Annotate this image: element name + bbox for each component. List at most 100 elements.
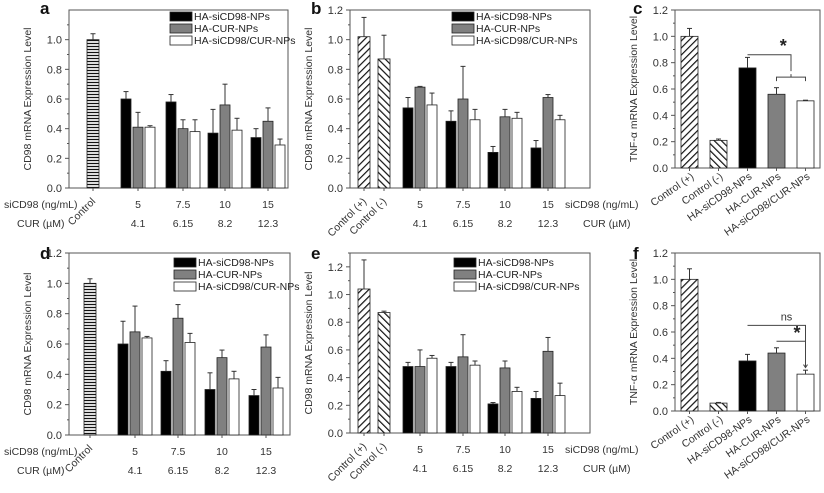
bar-ha-cur-nps: [262, 120, 274, 189]
bar-ha-sicd98-nps: [165, 101, 177, 189]
y-tick-label: 0.8: [47, 64, 62, 76]
bar-ha-sicd98-nps: [204, 389, 216, 436]
panel-label: c: [633, 0, 642, 18]
bar-ha-sicd98-nps: [445, 366, 457, 434]
y-tick-label: 1.0: [47, 35, 62, 47]
panel-label: f: [633, 244, 639, 263]
panel-e: e 0.0 0.2 0.4 0.6 0.8 1.0 1.2 CD98 mRNA Expressi…: [303, 244, 639, 484]
y-tick-label: 0.0: [653, 163, 668, 175]
significance-bracket: [776, 74, 806, 82]
x-category-cur: 4.1: [413, 218, 428, 230]
y-tick-label: 0.0: [47, 430, 62, 442]
x-category-cur: 12.3: [258, 218, 279, 230]
bar-ha-cur-nps: [767, 352, 786, 412]
x-category-sicd98: 10: [499, 199, 511, 211]
bar-ha-cur-nps: [542, 97, 554, 189]
y-tick-label: 0.0: [328, 428, 343, 440]
significance-star: *: [780, 36, 787, 56]
y-axis-label: TNF-α mRNA Expression Level: [628, 16, 640, 162]
y-tick-label: 0.8: [653, 301, 668, 313]
bar-ha-cur-nps: [132, 126, 144, 189]
bar-ha-sicd98-nps: [402, 107, 414, 189]
bar-ha-sicd98-cur-nps: [554, 395, 566, 434]
legend-label: HA-siCD98/CUR-NPs: [476, 35, 578, 47]
bar-ha-cur-nps: [457, 356, 469, 434]
bar-ha-sicd98-cur-nps: [184, 342, 196, 436]
legend-swatch: [451, 35, 475, 46]
y-tick-label: 0.8: [328, 64, 343, 76]
y-axis-label: CD98 mRNA Expression Level: [303, 28, 315, 171]
y-tick-label: 0.4: [47, 124, 62, 136]
bar-ha-sicd98-cur-nps: [511, 391, 523, 434]
panel-d: d 0.0 0.2 0.4 0.6 0.8 1.0 1.2 CD98 mRNA Expressi…: [4, 244, 300, 477]
x-category-cur: 12.3: [256, 465, 277, 477]
significance-ns: ns: [781, 311, 793, 323]
x-category-sicd98: 7.5: [456, 199, 471, 211]
significance-star: *: [793, 323, 800, 343]
y-tick-label: 1.0: [328, 290, 343, 302]
bar-ha-cur-nps: [216, 357, 228, 436]
y-tick-label: 0.6: [328, 94, 343, 106]
y-tick-label: 1.0: [328, 35, 343, 47]
y-tick-label: 0.4: [328, 124, 343, 136]
bar-ha-cur-nps: [414, 86, 426, 189]
x-category-sicd98: 5: [417, 444, 423, 456]
y-tick-label: 0.2: [653, 380, 668, 392]
y-axis-label: TNF-α mRNA Expression Level: [628, 259, 640, 405]
significance-arrow: [803, 364, 808, 369]
panel-label: d: [40, 244, 50, 263]
bar-ha-cur-nps: [767, 93, 786, 169]
bar-ha-cur-nps: [457, 98, 469, 189]
bar-ha-sicd98-cur-nps: [189, 131, 201, 189]
legend-label: HA-CUR-NPs: [194, 23, 258, 35]
y-tick-label: 0.6: [47, 339, 62, 351]
row-label-cur: CUR (µM): [17, 465, 64, 477]
bar-ha-sicd98-nps: [120, 98, 132, 189]
significance-line: [747, 54, 792, 72]
x-category-cur: 4.1: [128, 465, 143, 477]
bar-ha-sicd98-nps: [160, 370, 172, 436]
x-category-sicd98: 5: [132, 446, 138, 458]
bar-control: [357, 288, 371, 434]
x-category-sicd98: 7.5: [171, 446, 186, 458]
x-category-cur: 12.3: [538, 218, 559, 230]
y-tick-label: 0.2: [47, 400, 62, 412]
row-label-sicd98: siCD98 (ng/mL): [4, 446, 78, 458]
bar-control-: [709, 402, 728, 412]
y-tick-label: 0.0: [653, 406, 668, 418]
x-category-sicd98: 5: [417, 199, 423, 211]
legend-label: HA-CUR-NPs: [478, 269, 542, 281]
legend-label: HA-siCD98-NPs: [198, 257, 274, 269]
bar-ha-sicd98-cur-nps: [426, 104, 438, 189]
legend-swatch: [451, 11, 475, 22]
bar-ha-sicd98-nps: [487, 403, 499, 434]
panel-label: b: [311, 0, 321, 18]
bar-ha-cur-nps: [542, 350, 554, 434]
bar-ha-sicd98-cur-nps: [511, 117, 523, 189]
y-tick-label: 1.2: [328, 5, 343, 17]
bar-ha-sicd98-cur-nps: [554, 119, 566, 189]
y-tick-label: 0.4: [328, 373, 343, 385]
y-tick-label: 0.8: [328, 317, 343, 329]
legend-swatch: [169, 23, 193, 34]
y-axis-label: CD98 mRNA Expression Level: [303, 272, 315, 415]
legend-swatch: [173, 269, 197, 280]
bar-ha-sicd98-nps: [530, 147, 542, 189]
bar-ha-sicd98-nps: [738, 67, 757, 169]
bar-ha-sicd98-cur-nps: [469, 119, 481, 189]
panel-b: b 0.0 0.2 0.4 0.6 0.8 1.0 1.2 CD98 mRNA Expressi…: [303, 0, 639, 239]
panel-a: a 0.0 0.2 0.4 0.6 0.8 1.0 CD98 mRNA Expression …: [4, 0, 296, 230]
legend-label: HA-siCD98-NPs: [194, 11, 270, 23]
x-category-sicd98: 15: [262, 199, 274, 211]
y-tick-label: 1.0: [653, 31, 668, 43]
x-category-cur: 12.3: [538, 463, 559, 475]
bar-ha-sicd98-cur-nps: [426, 357, 438, 434]
bar-ha-sicd98-nps: [445, 120, 457, 189]
bar-ha-sicd98-nps: [738, 360, 757, 412]
x-category-cur: 4.1: [413, 463, 428, 475]
panel-f: f 0.0 0.2 0.4 0.6 0.8 1.0 1.2 TNF-α mRNA Express…: [628, 244, 821, 482]
bar-ha-cur-nps: [219, 104, 231, 189]
legend-label: HA-siCD98-NPs: [476, 11, 552, 23]
bar-ha-sicd98-cur-nps: [228, 378, 240, 436]
y-tick-label: 0.6: [47, 94, 62, 106]
